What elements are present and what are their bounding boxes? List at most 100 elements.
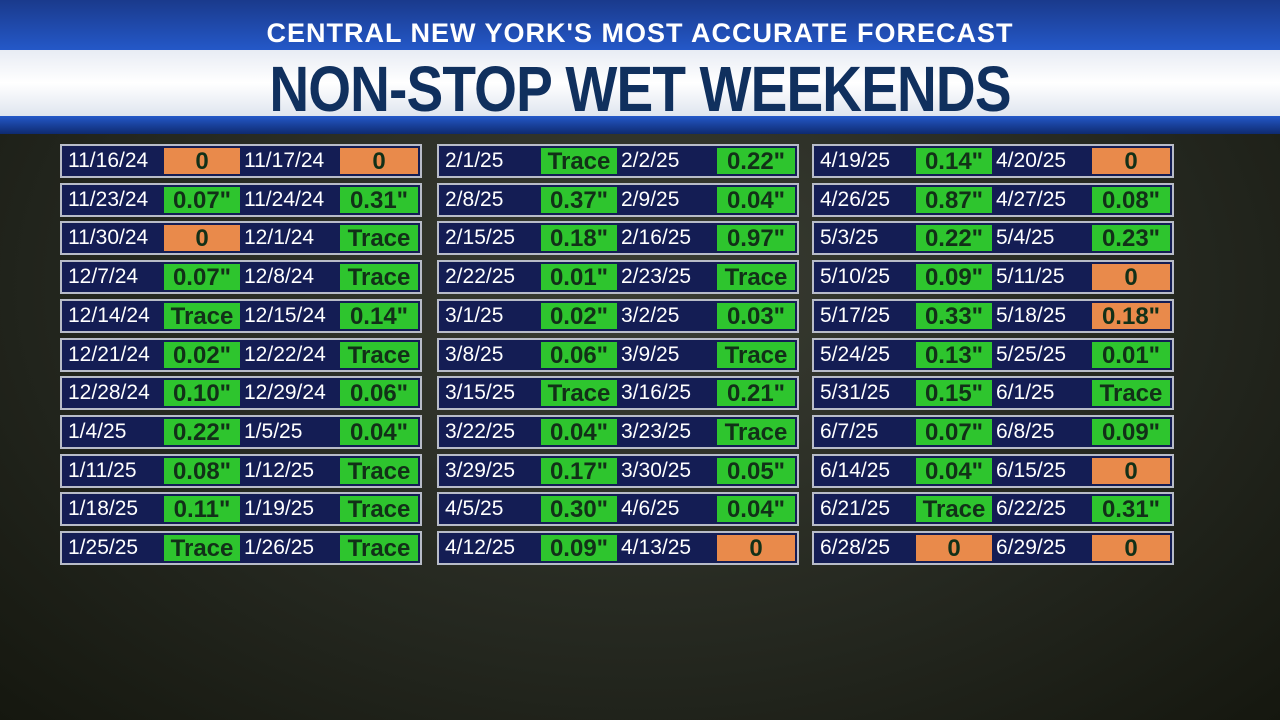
precip-amount: 0.22" — [164, 418, 240, 446]
date: 4/19/25 — [820, 149, 891, 172]
precip-amount: 0.11" — [164, 496, 240, 523]
precip-amount: 0.04" — [717, 496, 795, 523]
precip-amount: 0 — [164, 148, 240, 175]
precip-amount: Trace — [717, 341, 795, 369]
precip-amount: 0.18" — [541, 225, 617, 252]
table-row: 12/7/24 0.07" 12/8/24 Trace — [60, 260, 422, 295]
date: 12/15/24 — [244, 303, 326, 327]
precip-amount: 0.06" — [541, 341, 617, 369]
table-row: 12/21/24 0.02" 12/22/24 Trace — [60, 337, 422, 372]
table-row: 6/21/25 Trace 6/22/25 0.31" — [812, 492, 1174, 527]
date: 1/18/25 — [68, 497, 139, 521]
date: 6/28/25 — [820, 536, 891, 559]
date: 2/2/25 — [621, 149, 680, 172]
date: 5/25/25 — [996, 342, 1067, 366]
date: 3/30/25 — [621, 458, 692, 482]
date: 4/27/25 — [996, 187, 1067, 211]
table-row: 2/15/25 0.18" 2/16/25 0.97" — [437, 221, 799, 256]
table-row: 5/17/25 0.33" 5/18/25 0.18" — [812, 298, 1174, 333]
table-row: 4/12/25 0.09" 4/13/25 0 — [437, 531, 799, 565]
date: 4/20/25 — [996, 149, 1067, 172]
date: 5/24/25 — [820, 342, 891, 366]
precip-amount: 0.06" — [340, 380, 418, 407]
date: 6/22/25 — [996, 497, 1067, 521]
date: 4/12/25 — [445, 536, 516, 559]
table-row: 11/30/24 0 12/1/24 Trace — [60, 221, 422, 256]
date: 3/15/25 — [445, 381, 516, 405]
precip-amount: 0.22" — [717, 148, 795, 175]
date: 12/29/24 — [244, 381, 326, 405]
date: 6/8/25 — [996, 419, 1055, 443]
precip-amount: Trace — [340, 457, 418, 485]
precip-amount: 0.18" — [1092, 302, 1170, 330]
precip-amount: 0.01" — [1092, 341, 1170, 369]
table-row: 1/4/25 0.22" 1/5/25 0.04" — [60, 414, 422, 449]
top-bar — [0, 0, 1280, 50]
precip-amount: 0.07" — [164, 264, 240, 291]
table-row: 11/16/24 0 11/17/24 0 — [60, 144, 422, 178]
date: 1/11/25 — [68, 458, 137, 482]
date: 4/5/25 — [445, 497, 504, 521]
table-row: 5/24/25 0.13" 5/25/25 0.01" — [812, 337, 1174, 372]
date: 1/19/25 — [244, 497, 315, 521]
precip-amount: 0.21" — [717, 380, 795, 407]
precip-amount: Trace — [717, 418, 795, 446]
precip-amount: 0.02" — [541, 302, 617, 330]
precip-amount: 0.31" — [1092, 496, 1170, 523]
table-row: 6/14/25 0.04" 6/15/25 0 — [812, 453, 1174, 488]
date: 1/26/25 — [244, 536, 315, 559]
date: 1/25/25 — [68, 536, 139, 559]
title: NON-STOP WET WEEKENDS — [269, 53, 1011, 125]
precip-amount: 0.08" — [1092, 186, 1170, 214]
precip-amount: Trace — [164, 535, 240, 562]
precip-amount: Trace — [1092, 380, 1170, 407]
precip-amount: 0 — [1092, 148, 1170, 175]
precip-amount: 0.23" — [1092, 225, 1170, 252]
date: 2/1/25 — [445, 149, 504, 172]
date: 12/21/24 — [68, 342, 150, 366]
precip-amount: Trace — [916, 496, 992, 523]
date: 3/29/25 — [445, 458, 516, 482]
table-row: 3/15/25 Trace 3/16/25 0.21" — [437, 376, 799, 411]
date: 6/15/25 — [996, 458, 1067, 482]
date: 3/1/25 — [445, 303, 504, 327]
precip-amount: 0.17" — [541, 457, 617, 485]
precip-amount: 0 — [1092, 535, 1170, 562]
precip-amount: Trace — [340, 264, 418, 291]
table-row: 1/18/25 0.11" 1/19/25 Trace — [60, 492, 422, 527]
date: 5/10/25 — [820, 265, 891, 289]
table-row: 3/8/25 0.06" 3/9/25 Trace — [437, 337, 799, 372]
date: 3/22/25 — [445, 419, 516, 443]
precip-amount: 0 — [340, 148, 418, 175]
date: 3/2/25 — [621, 303, 680, 327]
date: 12/7/24 — [68, 265, 139, 289]
date: 12/8/24 — [244, 265, 315, 289]
title-band — [0, 50, 1280, 116]
precip-amount: 0.07" — [916, 418, 992, 446]
date: 5/18/25 — [996, 303, 1067, 327]
table-row: 3/22/25 0.04" 3/23/25 Trace — [437, 414, 799, 449]
date: 2/23/25 — [621, 265, 692, 289]
precip-amount: Trace — [541, 148, 617, 175]
date: 6/21/25 — [820, 497, 891, 521]
date: 6/7/25 — [820, 419, 879, 443]
date: 12/22/24 — [244, 342, 326, 366]
precip-amount: 0.01" — [541, 264, 617, 291]
precip-amount: Trace — [717, 264, 795, 291]
date: 12/1/24 — [244, 226, 315, 250]
precip-amount: 0 — [916, 535, 992, 562]
table-row: 1/11/25 0.08" 1/12/25 Trace — [60, 453, 422, 488]
date: 11/23/24 — [68, 187, 149, 211]
date: 2/16/25 — [621, 226, 692, 250]
date: 12/14/24 — [68, 303, 150, 327]
precip-amount: 0.15" — [916, 380, 992, 407]
date: 11/30/24 — [68, 226, 149, 250]
table-row: 2/1/25 Trace 2/2/25 0.22" — [437, 144, 799, 178]
date: 11/24/24 — [244, 187, 325, 211]
table-row: 12/14/24 Trace 12/15/24 0.14" — [60, 298, 422, 333]
date: 5/17/25 — [820, 303, 891, 327]
precip-amount: 0.37" — [541, 186, 617, 214]
table-row: 4/19/25 0.14" 4/20/25 0 — [812, 144, 1174, 178]
date: 5/31/25 — [820, 381, 891, 405]
